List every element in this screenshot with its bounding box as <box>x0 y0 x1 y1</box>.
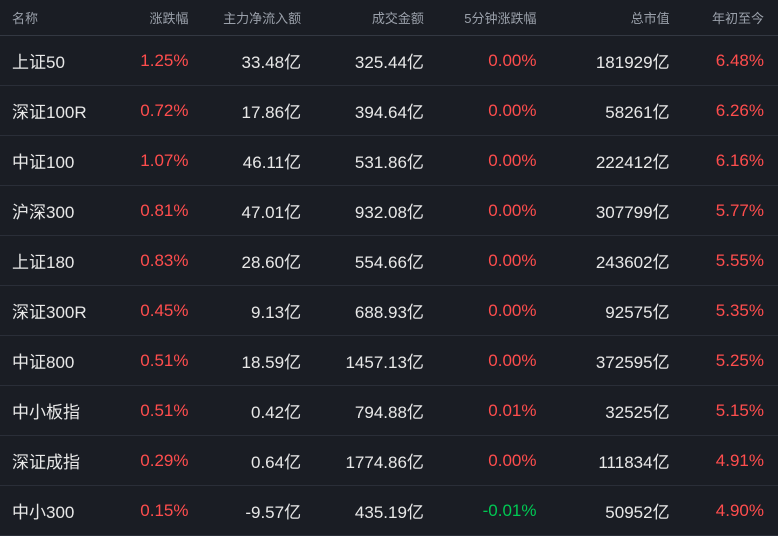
cell-change: 0.51% <box>113 386 195 436</box>
cell-fivemin: 0.00% <box>430 336 543 386</box>
cell-change: 0.45% <box>113 286 195 336</box>
cell-turnover: 1457.13亿 <box>307 336 430 386</box>
cell-fivemin: 0.00% <box>430 86 543 136</box>
table-body: 上证501.25%33.48亿325.44亿0.00%181929亿6.48%深… <box>0 36 778 536</box>
cell-ytd: 6.26% <box>676 86 778 136</box>
cell-mcap: 111834亿 <box>543 436 676 486</box>
cell-turnover: 554.66亿 <box>307 236 430 286</box>
cell-mcap: 50952亿 <box>543 486 676 536</box>
cell-turnover: 794.88亿 <box>307 386 430 436</box>
cell-ytd: 5.55% <box>676 236 778 286</box>
cell-change: 1.07% <box>113 136 195 186</box>
cell-ytd: 5.15% <box>676 386 778 436</box>
header-mcap[interactable]: 总市值 <box>543 0 676 36</box>
cell-inflow: 17.86亿 <box>194 86 307 136</box>
cell-inflow: -9.57亿 <box>194 486 307 536</box>
cell-turnover: 435.19亿 <box>307 486 430 536</box>
cell-fivemin: 0.00% <box>430 36 543 86</box>
cell-mcap: 58261亿 <box>543 86 676 136</box>
cell-name: 深证成指 <box>0 436 113 486</box>
cell-fivemin: 0.00% <box>430 436 543 486</box>
cell-inflow: 33.48亿 <box>194 36 307 86</box>
cell-mcap: 307799亿 <box>543 186 676 236</box>
cell-inflow: 47.01亿 <box>194 186 307 236</box>
cell-fivemin: 0.00% <box>430 236 543 286</box>
table-row[interactable]: 沪深3000.81%47.01亿932.08亿0.00%307799亿5.77% <box>0 186 778 236</box>
cell-ytd: 6.16% <box>676 136 778 186</box>
cell-mcap: 181929亿 <box>543 36 676 86</box>
cell-change: 0.51% <box>113 336 195 386</box>
cell-turnover: 932.08亿 <box>307 186 430 236</box>
table-row[interactable]: 中小板指0.51%0.42亿794.88亿0.01%32525亿5.15% <box>0 386 778 436</box>
cell-ytd: 6.48% <box>676 36 778 86</box>
table-row[interactable]: 中证8000.51%18.59亿1457.13亿0.00%372595亿5.25… <box>0 336 778 386</box>
table-row[interactable]: 深证300R0.45%9.13亿688.93亿0.00%92575亿5.35% <box>0 286 778 336</box>
cell-ytd: 4.91% <box>676 436 778 486</box>
table-row[interactable]: 上证1800.83%28.60亿554.66亿0.00%243602亿5.55% <box>0 236 778 286</box>
table-row[interactable]: 中小3000.15%-9.57亿435.19亿-0.01%50952亿4.90% <box>0 486 778 536</box>
header-ytd[interactable]: 年初至今 <box>676 0 778 36</box>
cell-name: 深证300R <box>0 286 113 336</box>
cell-inflow: 18.59亿 <box>194 336 307 386</box>
cell-mcap: 372595亿 <box>543 336 676 386</box>
cell-inflow: 9.13亿 <box>194 286 307 336</box>
cell-change: 1.25% <box>113 36 195 86</box>
cell-inflow: 0.64亿 <box>194 436 307 486</box>
header-inflow[interactable]: 主力净流入额 <box>194 0 307 36</box>
table-row[interactable]: 上证501.25%33.48亿325.44亿0.00%181929亿6.48% <box>0 36 778 86</box>
cell-mcap: 92575亿 <box>543 286 676 336</box>
cell-inflow: 46.11亿 <box>194 136 307 186</box>
index-table: 名称 涨跌幅 主力净流入额 成交金额 5分钟涨跌幅 总市值 年初至今 上证501… <box>0 0 778 536</box>
table-row[interactable]: 深证成指0.29%0.64亿1774.86亿0.00%111834亿4.91% <box>0 436 778 486</box>
cell-inflow: 0.42亿 <box>194 386 307 436</box>
cell-name: 深证100R <box>0 86 113 136</box>
cell-fivemin: 0.00% <box>430 186 543 236</box>
cell-fivemin: 0.00% <box>430 286 543 336</box>
cell-name: 中小板指 <box>0 386 113 436</box>
cell-name: 沪深300 <box>0 186 113 236</box>
cell-fivemin: 0.01% <box>430 386 543 436</box>
cell-inflow: 28.60亿 <box>194 236 307 286</box>
cell-name: 上证180 <box>0 236 113 286</box>
cell-turnover: 325.44亿 <box>307 36 430 86</box>
cell-mcap: 243602亿 <box>543 236 676 286</box>
cell-name: 中证100 <box>0 136 113 186</box>
cell-name: 中小300 <box>0 486 113 536</box>
header-name[interactable]: 名称 <box>0 0 113 36</box>
cell-fivemin: 0.00% <box>430 136 543 186</box>
cell-ytd: 4.90% <box>676 486 778 536</box>
cell-change: 0.81% <box>113 186 195 236</box>
cell-name: 上证50 <box>0 36 113 86</box>
cell-change: 0.83% <box>113 236 195 286</box>
cell-turnover: 688.93亿 <box>307 286 430 336</box>
table-row[interactable]: 深证100R0.72%17.86亿394.64亿0.00%58261亿6.26% <box>0 86 778 136</box>
cell-ytd: 5.77% <box>676 186 778 236</box>
cell-change: 0.72% <box>113 86 195 136</box>
cell-mcap: 32525亿 <box>543 386 676 436</box>
table-header-row: 名称 涨跌幅 主力净流入额 成交金额 5分钟涨跌幅 总市值 年初至今 <box>0 0 778 36</box>
cell-change: 0.29% <box>113 436 195 486</box>
cell-ytd: 5.25% <box>676 336 778 386</box>
table-row[interactable]: 中证1001.07%46.11亿531.86亿0.00%222412亿6.16% <box>0 136 778 186</box>
cell-turnover: 531.86亿 <box>307 136 430 186</box>
cell-mcap: 222412亿 <box>543 136 676 186</box>
cell-name: 中证800 <box>0 336 113 386</box>
header-fivemin[interactable]: 5分钟涨跌幅 <box>430 0 543 36</box>
cell-turnover: 1774.86亿 <box>307 436 430 486</box>
header-change[interactable]: 涨跌幅 <box>113 0 195 36</box>
cell-fivemin: -0.01% <box>430 486 543 536</box>
cell-change: 0.15% <box>113 486 195 536</box>
cell-ytd: 5.35% <box>676 286 778 336</box>
header-turnover[interactable]: 成交金额 <box>307 0 430 36</box>
cell-turnover: 394.64亿 <box>307 86 430 136</box>
